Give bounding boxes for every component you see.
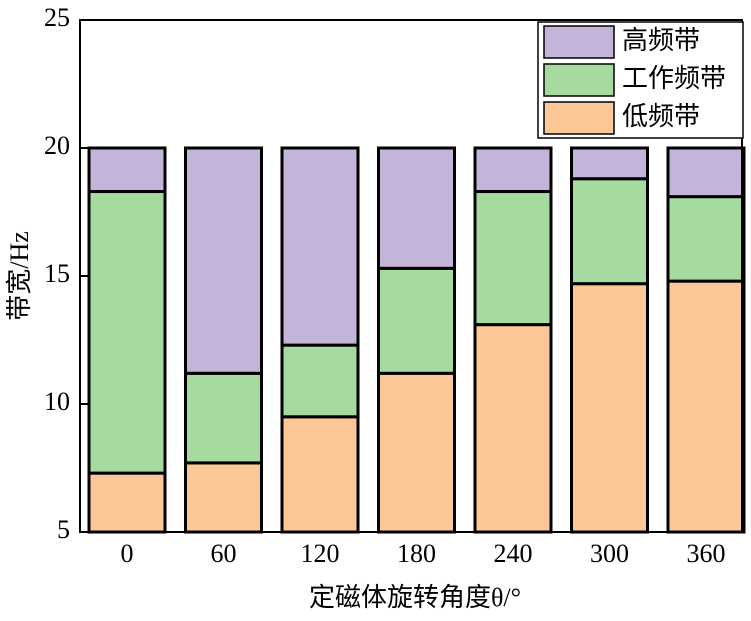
legend-swatch <box>543 63 615 97</box>
y-tick-label: 5 <box>57 515 70 544</box>
legend-swatch <box>543 101 615 135</box>
bar-segment <box>666 195 746 283</box>
legend-label: 工作频带 <box>622 64 726 93</box>
bar-segment <box>280 146 360 347</box>
bar-segment <box>666 279 746 534</box>
x-axis-label: 定磁体旋转角度θ/° <box>309 583 521 612</box>
bar-segment <box>473 190 553 327</box>
x-tick-label: 300 <box>590 539 629 568</box>
bar-segment <box>473 146 553 194</box>
bar-segment <box>473 323 553 534</box>
x-tick-label: 0 <box>121 539 134 568</box>
bar-segment <box>666 146 746 199</box>
y-tick-label: 25 <box>44 3 70 32</box>
bar-segment <box>184 461 263 534</box>
bar-segment <box>87 471 167 534</box>
bar-segment <box>184 146 263 375</box>
x-tick-label: 180 <box>397 539 436 568</box>
legend-label: 低频带 <box>622 102 700 131</box>
x-tick-label: 240 <box>494 539 533 568</box>
bar-segment <box>377 266 456 375</box>
y-axis-label: 带宽/Hz <box>5 231 34 321</box>
bar-segment <box>377 371 456 534</box>
bar-segment <box>87 190 167 475</box>
legend-label: 高频带 <box>622 26 700 55</box>
y-tick-label: 10 <box>44 387 70 416</box>
bar-segment <box>570 177 649 286</box>
plot-frame <box>79 19 743 533</box>
bar-segment <box>570 146 649 181</box>
bar-segment <box>280 415 360 534</box>
x-tick-label: 60 <box>211 539 237 568</box>
y-tick-label: 20 <box>44 131 70 160</box>
legend-swatch <box>543 25 615 59</box>
bar-segment <box>184 371 263 465</box>
x-tick-label: 120 <box>301 539 340 568</box>
y-tick-label: 15 <box>44 259 70 288</box>
bar-segment <box>87 146 167 194</box>
bar-segment <box>280 343 360 419</box>
bar-segment <box>377 146 456 270</box>
x-tick-label: 360 <box>687 539 726 568</box>
bar-segment <box>570 282 649 534</box>
